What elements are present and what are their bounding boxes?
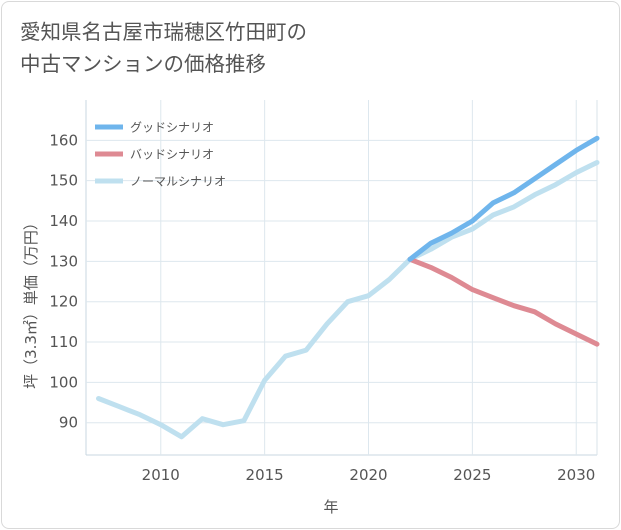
series-line-0 bbox=[407, 135, 600, 262]
y-tick-label-100: 100 bbox=[49, 373, 78, 391]
y-tick-label-150: 150 bbox=[49, 172, 78, 190]
y-tick-label-120: 120 bbox=[49, 293, 78, 311]
y-tick-label-140: 140 bbox=[49, 212, 78, 230]
x-axis-label: 年 bbox=[323, 498, 338, 516]
legend-label-1: バッドシナリオ bbox=[130, 148, 214, 162]
y-tick-label-90: 90 bbox=[59, 414, 78, 432]
x-tick-label-2010: 2010 bbox=[142, 466, 180, 484]
y-axis-label: 坪（3.3㎡）単価（万円） bbox=[22, 215, 40, 389]
title-line-2: 中古マンションの価格推移 bbox=[20, 52, 266, 76]
legend-label-0: グッドシナリオ bbox=[130, 121, 214, 135]
y-tick-label-130: 130 bbox=[49, 252, 78, 270]
series-line-2 bbox=[96, 160, 600, 440]
series-lines bbox=[96, 135, 600, 440]
grid-lines bbox=[85, 100, 598, 456]
title-line-1: 愛知県名古屋市瑞穂区竹田町の bbox=[20, 20, 307, 44]
legend-label-2: ノーマルシナリオ bbox=[130, 175, 226, 189]
x-axis-ticks: 2010 2015 2020 2025 2030 bbox=[142, 466, 596, 484]
y-tick-label-160: 160 bbox=[49, 131, 78, 149]
y-axis-ticks: 90 100 110 120 130 140 150 160 bbox=[49, 131, 78, 431]
x-tick-label-2015: 2015 bbox=[246, 466, 284, 484]
x-tick-label-2030: 2030 bbox=[557, 466, 595, 484]
y-tick-label-110: 110 bbox=[49, 333, 78, 351]
chart-title: 愛知県名古屋市瑞穂区竹田町の 中古マンションの価格推移 bbox=[20, 16, 307, 80]
x-tick-label-2020: 2020 bbox=[349, 466, 387, 484]
x-tick-label-2025: 2025 bbox=[453, 466, 491, 484]
series-line-1 bbox=[407, 256, 600, 347]
